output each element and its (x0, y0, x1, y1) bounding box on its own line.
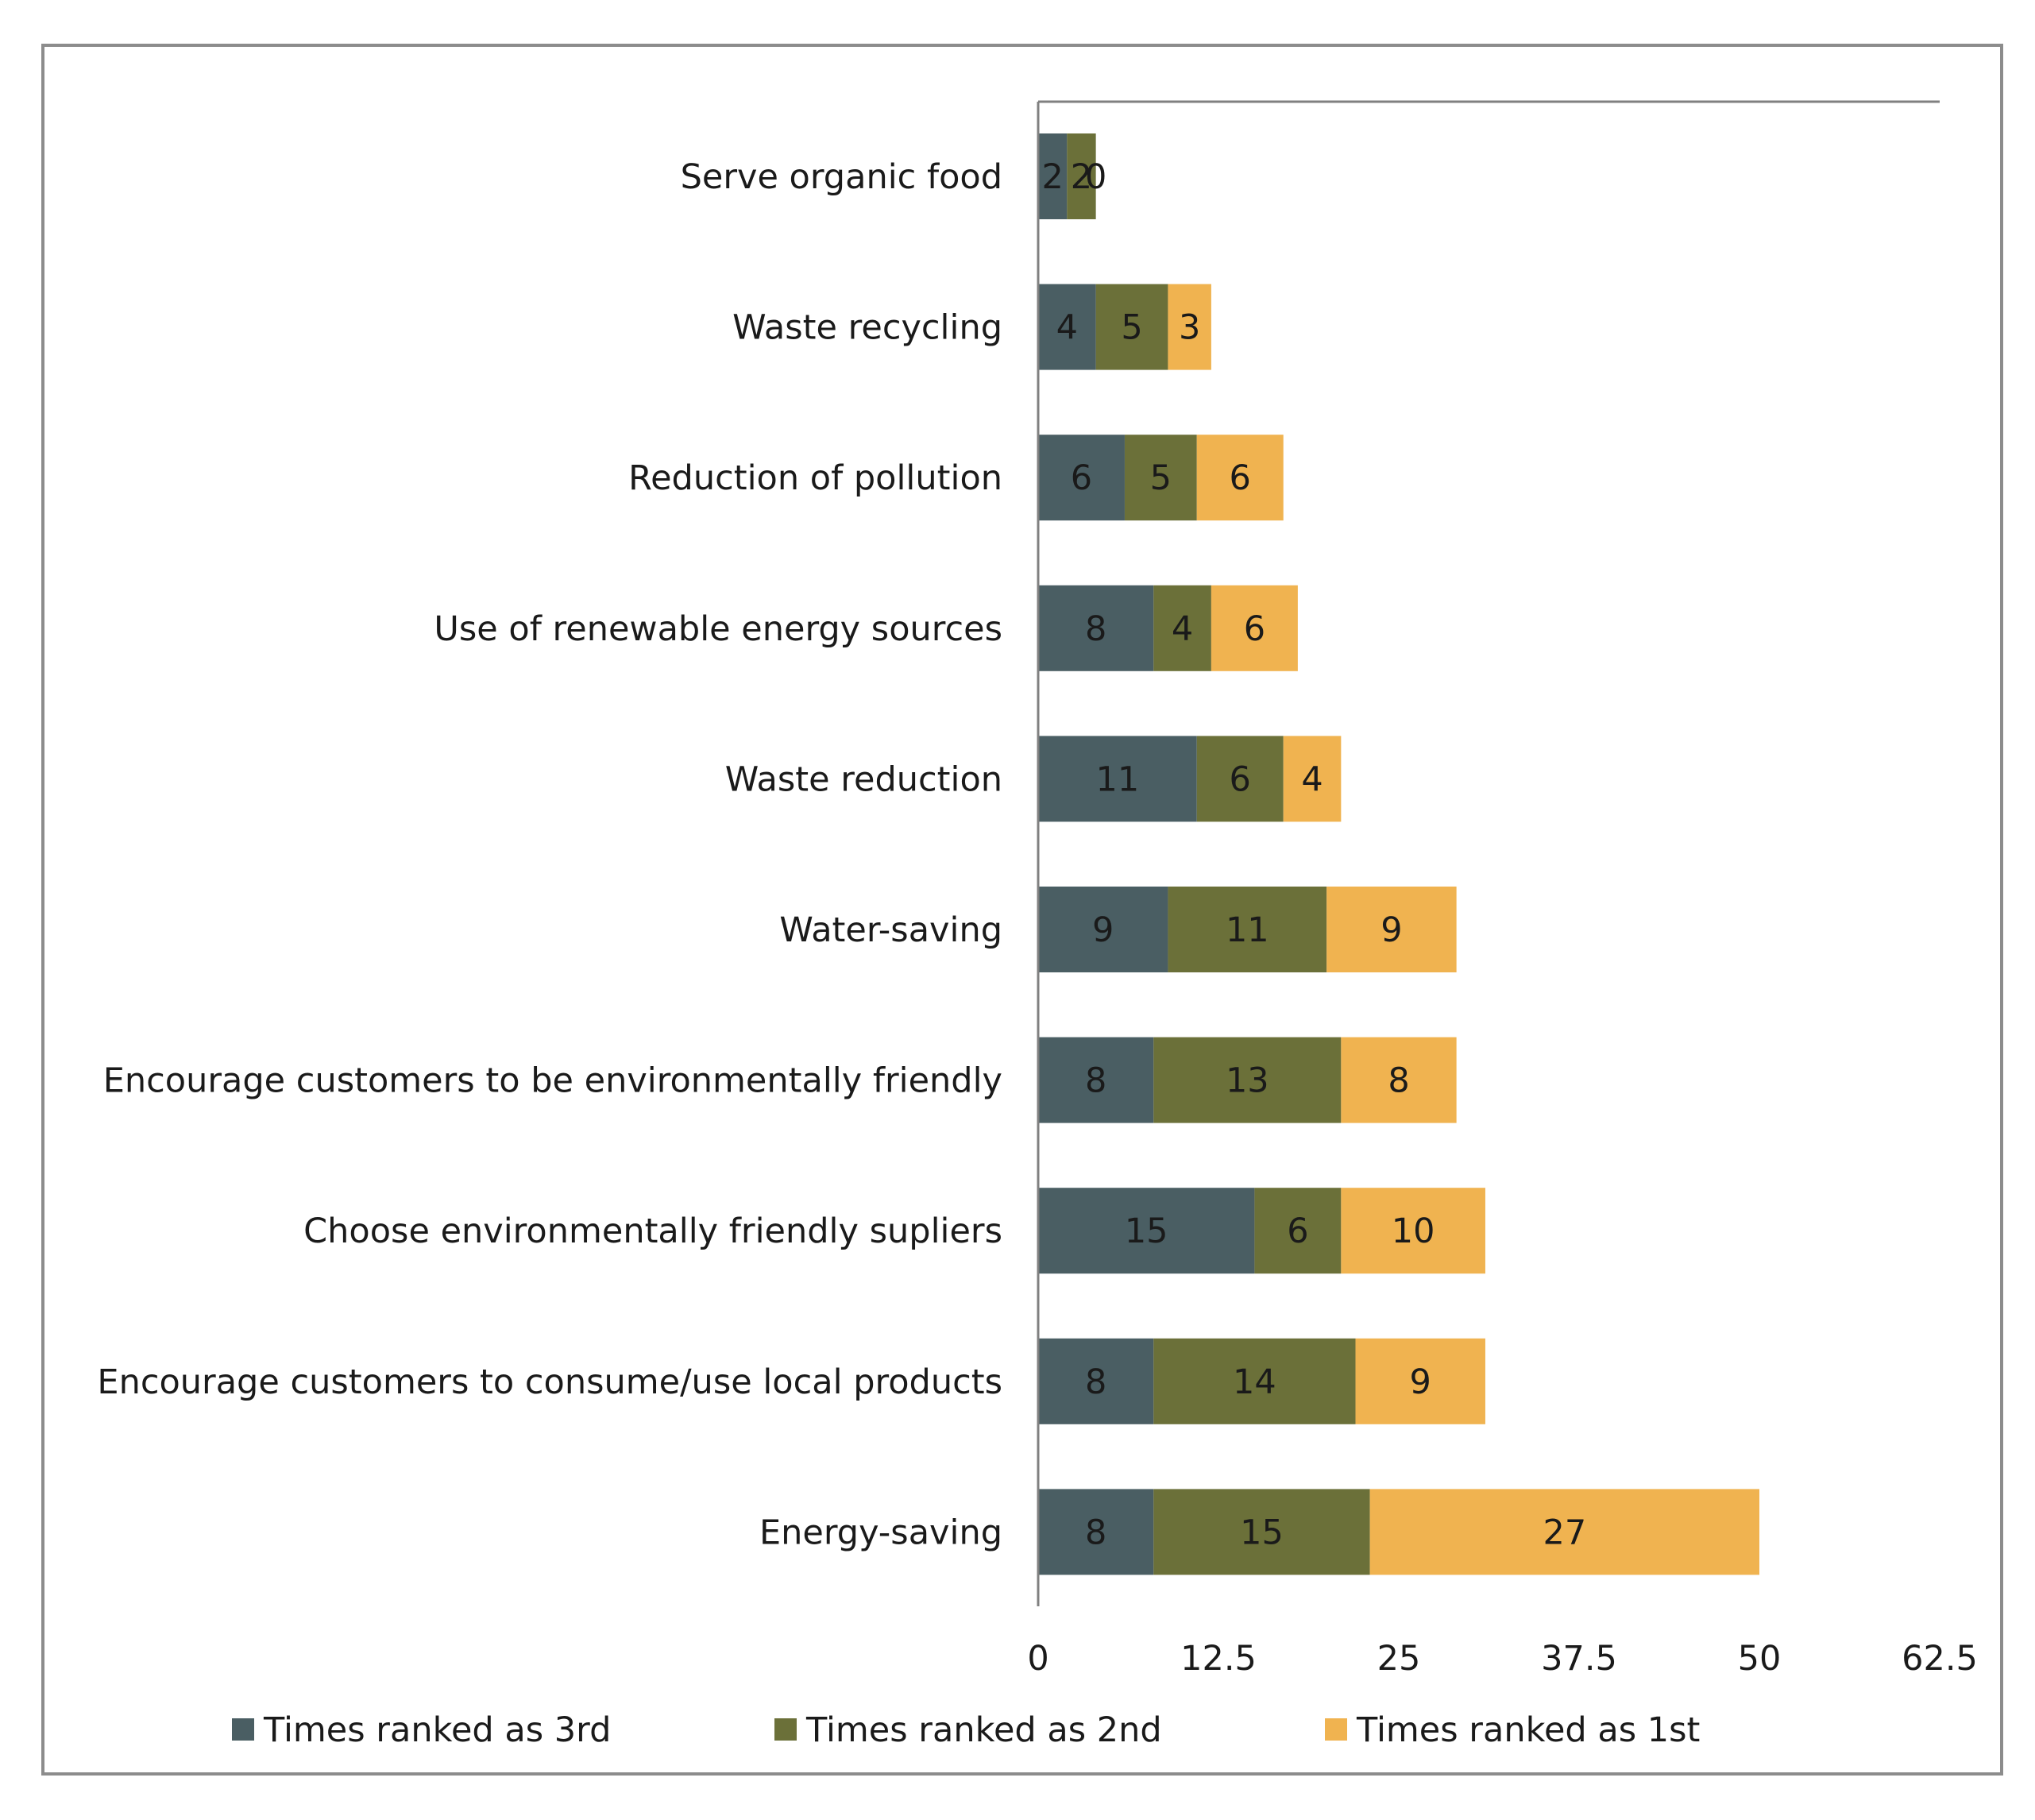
segment-labels-layer: 2 204 5 36 5 68 4 611 6 49 11 98 13 815 6 108 14 98 15 27 (1041, 157, 1586, 1552)
data-label: 9 (1410, 1362, 1431, 1402)
axis-layer: 0 12.5 25 37.5 50 62.5 (1027, 100, 1978, 1679)
x-tick-label: 62.5 (1902, 1639, 1978, 1679)
bar-segment (1038, 736, 1197, 822)
bar-segment (1153, 585, 1211, 671)
data-label: 6 (1071, 458, 1092, 498)
data-label: 5 (1121, 308, 1142, 348)
category-label: Encourage customers to consume/use local… (97, 1362, 1002, 1402)
bar-segment (1038, 1338, 1154, 1424)
bar-segment (1168, 284, 1211, 370)
bar-segment (1254, 1188, 1342, 1274)
data-label: 6 (1287, 1211, 1308, 1251)
data-label: 11 (1096, 759, 1140, 799)
bar-segment (1095, 284, 1168, 370)
data-label: 15 (1240, 1513, 1284, 1552)
data-label: 5 (1150, 458, 1172, 498)
category-label: Serve organic food (681, 157, 1002, 197)
bar-segment (1038, 1188, 1255, 1274)
chart-frame (41, 44, 2003, 1776)
bar-segment (1038, 585, 1154, 671)
bar-segment (1326, 887, 1457, 972)
bar-segment (1341, 1037, 1457, 1123)
data-label: 2 (1071, 157, 1092, 197)
data-label: 4 (1056, 308, 1078, 348)
data-label: 8 (1085, 609, 1106, 649)
x-tick-label: 25 (1377, 1639, 1421, 1679)
bar-segment (1168, 887, 1327, 972)
data-label: 6 (1244, 609, 1265, 649)
category-label: Waste reduction (725, 759, 1002, 799)
bar-segment (1038, 1037, 1154, 1123)
data-label: 27 (1543, 1513, 1586, 1552)
data-label: 3 (1179, 308, 1200, 348)
bar-segment (1369, 1489, 1759, 1575)
category-label: Waste recycling (732, 308, 1002, 348)
data-label: 2 (1041, 157, 1063, 197)
bar-segment (1283, 736, 1342, 822)
data-label: 4 (1301, 759, 1323, 799)
bar-segment (1038, 284, 1096, 370)
legend-label: Times ranked as 3rd (263, 1710, 611, 1750)
bar-segment (1211, 585, 1298, 671)
category-label: Reduction of pollution (628, 458, 1002, 498)
legend-label: Times ranked as 2nd (805, 1710, 1162, 1750)
data-label: 13 (1226, 1061, 1269, 1101)
data-label: 6 (1230, 759, 1251, 799)
data-label: 14 (1233, 1362, 1276, 1402)
legend-swatch (232, 1718, 254, 1741)
category-label: Energy-saving (759, 1513, 1002, 1552)
bar-segment (1124, 435, 1197, 521)
category-label: Encourage customers to be environmentall… (103, 1061, 1002, 1101)
x-tick-label: 12.5 (1180, 1639, 1257, 1679)
data-label: 8 (1085, 1513, 1106, 1552)
data-label: 8 (1085, 1061, 1106, 1101)
data-label: 6 (1230, 458, 1251, 498)
bar-segment (1038, 887, 1168, 972)
data-label: 8 (1085, 1362, 1106, 1402)
x-tick-label: 50 (1738, 1639, 1782, 1679)
x-tick-label: 37.5 (1541, 1639, 1617, 1679)
data-label: 9 (1380, 910, 1402, 950)
data-label: 10 (1392, 1211, 1435, 1251)
data-label: 4 (1172, 609, 1193, 649)
bar-segment (1153, 1489, 1370, 1575)
bar-segment (1038, 435, 1125, 521)
legend-label: Times ranked as 1st (1356, 1710, 1700, 1750)
data-label: 15 (1125, 1211, 1168, 1251)
bar-segment (1153, 1037, 1342, 1123)
category-label: Water-saving (779, 910, 1002, 950)
data-label: 8 (1388, 1061, 1409, 1101)
bar-segment (1038, 1489, 1154, 1575)
data-label: 0 (1085, 157, 1106, 197)
bar-segment (1355, 1338, 1485, 1424)
category-label: Choose environmentally friendly supliers (303, 1211, 1002, 1251)
legend: Times ranked as 3rd Times ranked as 2nd Ti… (232, 1710, 1700, 1750)
bars-layer (1038, 133, 1759, 1575)
bar-segment (1341, 1188, 1485, 1274)
category-labels-layer: Serve organic food Waste recycling Reducti… (97, 157, 1002, 1552)
bar-segment (1038, 133, 1068, 219)
bar-segment (1196, 736, 1284, 822)
bar-segment (1196, 435, 1284, 521)
bar-segment (1067, 133, 1096, 219)
x-tick-label: 0 (1027, 1639, 1048, 1679)
legend-swatch (774, 1718, 797, 1741)
data-label: 9 (1092, 910, 1114, 950)
category-label: Use of renewable energy sources (434, 609, 1002, 649)
legend-swatch (1325, 1718, 1347, 1741)
data-label: 11 (1226, 910, 1269, 950)
bar-segment (1153, 1338, 1356, 1424)
